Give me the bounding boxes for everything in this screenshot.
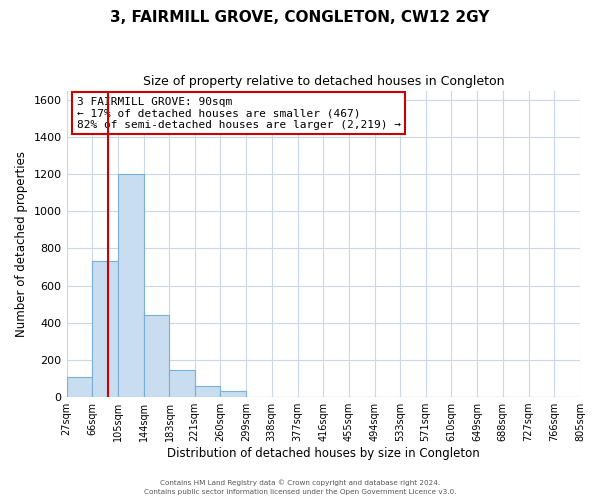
Text: Contains HM Land Registry data © Crown copyright and database right 2024.
Contai: Contains HM Land Registry data © Crown c… [144,480,456,495]
X-axis label: Distribution of detached houses by size in Congleton: Distribution of detached houses by size … [167,447,479,460]
Y-axis label: Number of detached properties: Number of detached properties [15,151,28,337]
Bar [194,386,220,397]
Bar [220,390,246,397]
Title: Size of property relative to detached houses in Congleton: Size of property relative to detached ho… [143,75,504,88]
Bar [67,376,92,397]
Bar [118,174,144,397]
Text: 3 FAIRMILL GROVE: 90sqm
← 17% of detached houses are smaller (467)
82% of semi-d: 3 FAIRMILL GROVE: 90sqm ← 17% of detache… [77,96,401,130]
Bar [92,262,118,397]
Bar [144,316,169,397]
Bar [169,370,194,397]
Text: 3, FAIRMILL GROVE, CONGLETON, CW12 2GY: 3, FAIRMILL GROVE, CONGLETON, CW12 2GY [110,10,490,25]
